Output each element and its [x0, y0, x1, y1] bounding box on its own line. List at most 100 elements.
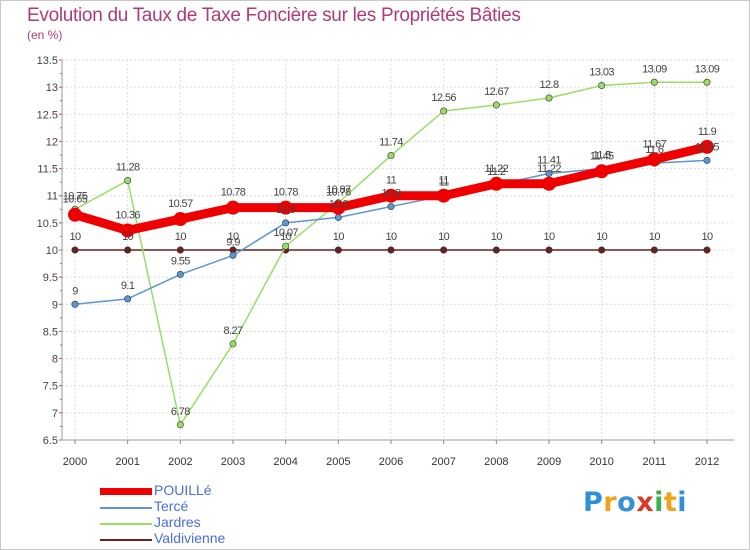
data-label-valdivienne: 10: [596, 231, 608, 243]
series-point-terc: [71, 300, 79, 308]
chart-unit: (en %): [27, 28, 63, 42]
series-point-jardres: [545, 94, 553, 102]
series-point-valdivienne: [545, 246, 553, 254]
x-tick-label: 2008: [484, 456, 508, 468]
series-point-valdivienne: [650, 246, 658, 254]
logo-letter: r: [603, 487, 618, 518]
x-tick-label: 2003: [221, 456, 245, 468]
series-point-valdivienne: [334, 246, 342, 254]
logo-letter: o: [617, 487, 637, 518]
series-point-pouill: [226, 200, 240, 215]
data-label-pouill: 10.78: [326, 187, 351, 199]
series-point-valdivienne: [387, 246, 395, 254]
legend-swatch-jardres: [100, 523, 152, 525]
data-label-pouill: 10.65: [63, 194, 88, 206]
series-point-terc: [124, 295, 132, 303]
data-label-valdivienne: 10: [543, 231, 555, 243]
data-label-valdivienne: 10: [385, 231, 397, 243]
y-tick-label: 10.5: [37, 218, 58, 230]
data-label-jardres: 11.28: [116, 162, 140, 174]
series-point-terc: [387, 203, 395, 211]
data-labels: 10 10 10 10 10 10 10 10 10 10 10 10 10 10.75 11.28 6.78…: [63, 63, 721, 418]
series-point-jardres: [440, 107, 448, 115]
data-label-jardres: 13.09: [642, 63, 667, 75]
y-tick-label: 11: [47, 191, 58, 203]
y-tick-label: 8.5: [43, 326, 58, 338]
data-label-terc: 9.9: [226, 236, 240, 248]
y-tick-label: 9.5: [43, 272, 58, 284]
series-point-terc: [282, 219, 290, 227]
data-label-terc: 11.6: [645, 144, 664, 156]
series-point-pouill: [594, 164, 609, 179]
series-point-valdivienne: [703, 246, 711, 254]
series-point-jardres: [598, 82, 606, 90]
data-label-jardres: 12.56: [431, 92, 456, 104]
legend-item-pouille: POUILLé: [100, 482, 300, 500]
data-label-terc: 11.65: [695, 141, 719, 153]
data-label-pouill: 11.67: [642, 138, 666, 150]
data-label-jardres: 13.09: [695, 63, 720, 75]
data-label-terc: 10.8: [381, 188, 400, 200]
series-point-pouill: [68, 207, 82, 222]
legend-swatch-terce: [100, 507, 152, 509]
data-label-terc: 9.55: [171, 255, 190, 267]
series-point-terc: [229, 251, 237, 259]
proxiti-logo: Proxiti: [583, 487, 687, 518]
legend-item-jardres: Jardres: [100, 514, 300, 532]
data-label-terc: 9.1: [121, 280, 135, 292]
series-layer: [68, 78, 714, 429]
data-label-valdivienne: 10: [69, 231, 81, 243]
legend-label-valdivienne: Valdivienne: [154, 530, 226, 546]
x-tick-label: 2007: [431, 456, 455, 468]
data-label-pouill: 11.9: [698, 126, 717, 138]
legend-item-terce: Tercé: [100, 498, 300, 516]
data-label-valdivienne: 10: [227, 231, 239, 243]
y-tick-label: 13: [46, 82, 58, 94]
series-point-jardres: [124, 177, 132, 185]
data-label-terc: 10.6: [329, 198, 348, 210]
data-label-valdivienne: 10: [280, 231, 292, 243]
series-point-pouill: [384, 188, 398, 203]
series-point-valdivienne: [176, 246, 184, 254]
y-tick-label: 7: [52, 408, 58, 420]
legend-swatch-pouille: [100, 488, 152, 495]
data-label-pouill: 11.45: [590, 150, 614, 162]
series-point-jardres: [387, 152, 395, 160]
data-label-valdivienne: 10: [333, 231, 345, 243]
data-label-jardres: 10.07: [273, 227, 298, 239]
series-point-pouill: [278, 200, 293, 215]
series-point-terc: [176, 270, 184, 278]
data-label-valdivienne: 10: [175, 231, 187, 243]
logo-letter: P: [583, 487, 604, 518]
series-point-valdivienne: [598, 246, 606, 254]
data-label-pouill: 10.57: [168, 198, 193, 210]
data-label-pouill: 11: [386, 175, 397, 187]
series-point-terc: [334, 213, 342, 221]
series-point-jardres: [703, 78, 711, 86]
data-label-jardres: 10.75: [63, 190, 88, 202]
series-point-pouill: [173, 212, 188, 227]
x-tick-label: 2009: [537, 456, 561, 468]
y-tick-label: 12: [46, 136, 58, 148]
data-label-valdivienne: 10: [701, 231, 713, 243]
y-tick-label: 12.5: [37, 109, 58, 121]
data-label-terc: 11: [439, 177, 450, 189]
series-point-pouill: [489, 176, 504, 191]
legend-label-pouille: POUILLé: [154, 482, 212, 498]
data-label-terc: 11.2: [487, 166, 506, 178]
data-label-pouill: 10.78: [273, 187, 298, 199]
x-tick-label: 2002: [168, 456, 192, 468]
y-tick-label: 11.5: [37, 164, 58, 176]
series-point-jardres: [650, 78, 658, 86]
data-label-jardres: 10.87: [326, 184, 351, 196]
data-label-terc: 11.41: [537, 154, 561, 166]
series-point-terc: [703, 156, 711, 164]
series-point-valdivienne: [440, 246, 448, 254]
y-tick-label: 13.5: [37, 55, 58, 67]
y-tick-label: 9: [52, 299, 58, 311]
data-label-jardres: 6.78: [171, 406, 190, 418]
series-point-valdivienne: [492, 246, 500, 254]
series-point-terc: [545, 169, 553, 177]
series-point-jardres: [176, 421, 184, 429]
data-label-valdivienne: 10: [649, 231, 661, 243]
